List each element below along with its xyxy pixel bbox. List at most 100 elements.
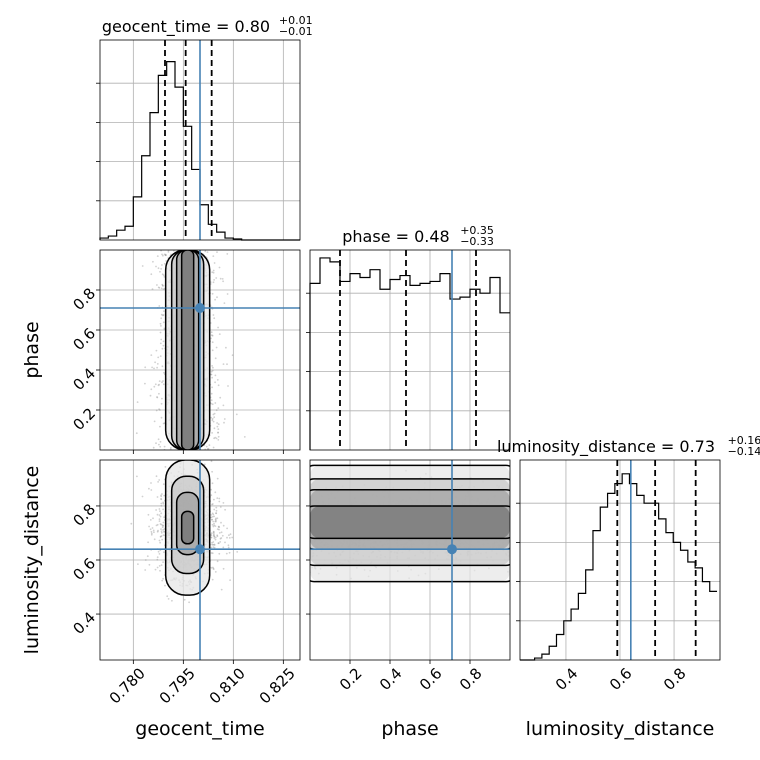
- geocent_time-vs-luminosity_distance-sample-point: [162, 577, 165, 580]
- geocent_time-vs-luminosity_distance-contour-3: [180, 510, 195, 545]
- geocent_time-vs-luminosity_distance-sample-point: [215, 517, 217, 520]
- geocent_time-xlabel: geocent_time: [135, 718, 264, 740]
- geocent_time-vs-luminosity_distance-sample-point: [147, 541, 150, 544]
- luminosity_distance-hist-frame: [519, 459, 721, 661]
- geocent_time-vs-phase-sample-point: [160, 402, 163, 405]
- geocent_time-vs-phase-sample-point: [217, 423, 220, 426]
- geocent_time-vs-phase-sample-point: [216, 422, 219, 424]
- geocent_time-vs-phase-sample-point: [212, 255, 215, 257]
- geocent_time-vs-phase-sample-point: [163, 262, 166, 265]
- geocent_time-vs-luminosity_distance-sample-point: [215, 520, 217, 523]
- geocent_time-vs-luminosity_distance-sample-point: [161, 579, 164, 582]
- geocent_time-vs-phase-sample-point: [207, 447, 210, 450]
- geocent_time-vs-phase-sample-point: [159, 409, 161, 411]
- geocent_time-vs-luminosity_distance-sample-point: [215, 519, 217, 521]
- geocent_time-vs-luminosity_distance-contour-0: [164, 460, 211, 596]
- geocent_time-vs-luminosity_distance-sample-point: [150, 482, 152, 484]
- geocent_time-vs-phase-sample-point: [161, 347, 164, 350]
- geocent_time-vs-luminosity_distance-sample-point: [156, 523, 159, 526]
- geocent_time-vs-luminosity_distance-sample-point: [212, 532, 215, 535]
- geocent_time-vs-phase-sample-point: [160, 313, 163, 316]
- geocent_time-vs-phase-sample-point: [218, 333, 221, 335]
- geocent_time-vs-luminosity_distance-sample-point: [210, 488, 213, 491]
- geocent_time-vs-luminosity_distance-sample-point: [160, 494, 162, 497]
- geocent_time-vs-phase-sample-point: [136, 401, 139, 403]
- geocent_time-vs-luminosity_distance-sample-point: [146, 555, 149, 558]
- luminosity_distance-title-err-minus: −0.14: [728, 445, 760, 458]
- geocent_time-vs-luminosity_distance-sample-point: [210, 460, 213, 463]
- geocent_time-vs-phase-sample-point: [157, 438, 160, 441]
- geocent_time-vs-luminosity_distance-sample-point: [216, 534, 219, 537]
- geocent_time-vs-phase-sample-point: [163, 327, 166, 330]
- geocent_time-vs-luminosity_distance-sample-point: [218, 528, 220, 531]
- geocent_time-vs-phase-sample-point: [215, 409, 218, 412]
- geocent_time-vs-luminosity_distance-sample-point: [150, 532, 153, 535]
- phase-vs-luminosity_distance-contour-0: [310, 464, 510, 583]
- geocent_time-vs-luminosity_distance-sample-point: [210, 494, 213, 497]
- geocent_time-vs-phase-frame: [99, 249, 301, 451]
- geocent_time-vs-phase-sample-point: [165, 254, 167, 257]
- geocent_time-vs-phase-sample-point: [162, 380, 164, 382]
- geocent_time-vs-luminosity_distance-sample-point: [158, 479, 161, 481]
- geocent_time-vs-phase-sample-point: [214, 298, 217, 301]
- geocent_time-vs-luminosity_distance-sample-point: [213, 546, 216, 549]
- geocent_time-vs-luminosity_distance-sample-point: [211, 543, 214, 546]
- geocent_time-vs-luminosity_distance-sample-point: [213, 544, 216, 546]
- geocent_time-vs-luminosity_distance-sample-point: [160, 504, 163, 507]
- phase-vs-luminosity_distance-contour-3: [310, 505, 510, 540]
- geocent_time-vs-phase-sample-point: [157, 267, 160, 270]
- geocent_time-vs-luminosity_distance-sample-point: [162, 501, 165, 504]
- geocent_time-vs-phase-density-band-3: [181, 250, 194, 450]
- geocent_time-vs-luminosity_distance-sample-point: [217, 542, 220, 545]
- geocent_time-vs-luminosity_distance-sample-point: [155, 509, 158, 511]
- geocent_time-vs-phase-sample-point: [163, 276, 166, 278]
- geocent_time-vs-phase-sample-point: [161, 284, 164, 287]
- geocent_time-vs-luminosity_distance-sample-point: [210, 536, 212, 539]
- geocent_time-vs-phase-sample-point: [153, 385, 156, 388]
- geocent_time-vs-luminosity_distance-sample-point: [160, 495, 163, 498]
- geocent_time-vs-luminosity_distance-sample-point: [137, 563, 139, 565]
- geocent_time-vs-luminosity_distance-sample-point: [160, 512, 163, 515]
- geocent_time-vs-luminosity_distance-sample-point: [215, 512, 218, 514]
- geocent_time-vs-phase-sample-point: [151, 288, 154, 290]
- geocent_time-vs-luminosity_distance-sample-point: [222, 524, 225, 527]
- geocent_time-vs-luminosity_distance-sample-point: [214, 536, 217, 539]
- geocent_time-vs-luminosity_distance-sample-point: [220, 588, 223, 591]
- geocent_time-vs-phase-sample-point: [206, 251, 209, 254]
- geocent_time-vs-luminosity_distance-sample-point: [229, 579, 232, 581]
- geocent_time-vs-luminosity_distance-sample-point: [217, 542, 220, 545]
- geocent_time-vs-luminosity_distance-sample-point: [218, 497, 221, 500]
- geocent_time-vs-luminosity_distance-sample-point: [167, 598, 170, 600]
- geocent_time-vs-phase-sample-point: [205, 445, 208, 448]
- geocent_time-vs-luminosity_distance-sample-point: [214, 520, 217, 523]
- geocent_time-vs-phase-sample-point: [159, 342, 162, 345]
- geocent_time-vs-luminosity_distance-sample-point: [211, 523, 214, 526]
- geocent_time-vs-phase-sample-point: [150, 354, 153, 356]
- geocent_time-vs-luminosity_distance-sample-point: [236, 551, 239, 553]
- geocent_time-vs-luminosity_distance-sample-point: [161, 526, 164, 529]
- geocent_time-vs-phase-sample-point: [226, 253, 229, 255]
- geocent_time-vs-phase-sample-point: [161, 397, 163, 400]
- geocent_time-vs-luminosity_distance-sample-point: [155, 475, 158, 478]
- geocent_time-vs-phase-sample-point: [219, 396, 222, 399]
- geocent_time-vs-luminosity_distance-sample-point: [226, 527, 229, 530]
- geocent_time-vs-luminosity_distance-sample-point: [210, 514, 213, 516]
- geocent_time-vs-luminosity_distance-sample-point: [222, 546, 225, 549]
- geocent_time-vs-phase-sample-point: [217, 407, 220, 409]
- geocent_time-vs-luminosity_distance-truth-marker: [195, 544, 205, 555]
- geocent_time-vs-luminosity_distance-sample-point: [211, 470, 214, 473]
- geocent_time-vs-phase-sample-point: [161, 264, 163, 266]
- geocent_time-vs-phase-sample-point: [161, 365, 164, 368]
- geocent_time-vs-luminosity_distance-sample-point: [210, 516, 213, 519]
- geocent_time-vs-luminosity_distance-sample-point: [211, 512, 214, 515]
- geocent_time-vs-phase-sample-point: [213, 412, 216, 415]
- geocent_time-vs-phase-contour-0: [164, 250, 211, 450]
- geocent_time-vs-phase-body: [100, 250, 300, 450]
- geocent_time-vs-phase-sample-point: [161, 273, 164, 276]
- geocent_time-vs-phase-sample-point: [162, 314, 165, 316]
- geocent_time-vs-phase-sample-point: [167, 251, 170, 253]
- geocent_time-vs-luminosity_distance-sample-point: [212, 534, 215, 537]
- geocent_time-vs-phase-sample-point: [216, 251, 218, 254]
- geocent_time-vs-phase-sample-point: [212, 366, 214, 369]
